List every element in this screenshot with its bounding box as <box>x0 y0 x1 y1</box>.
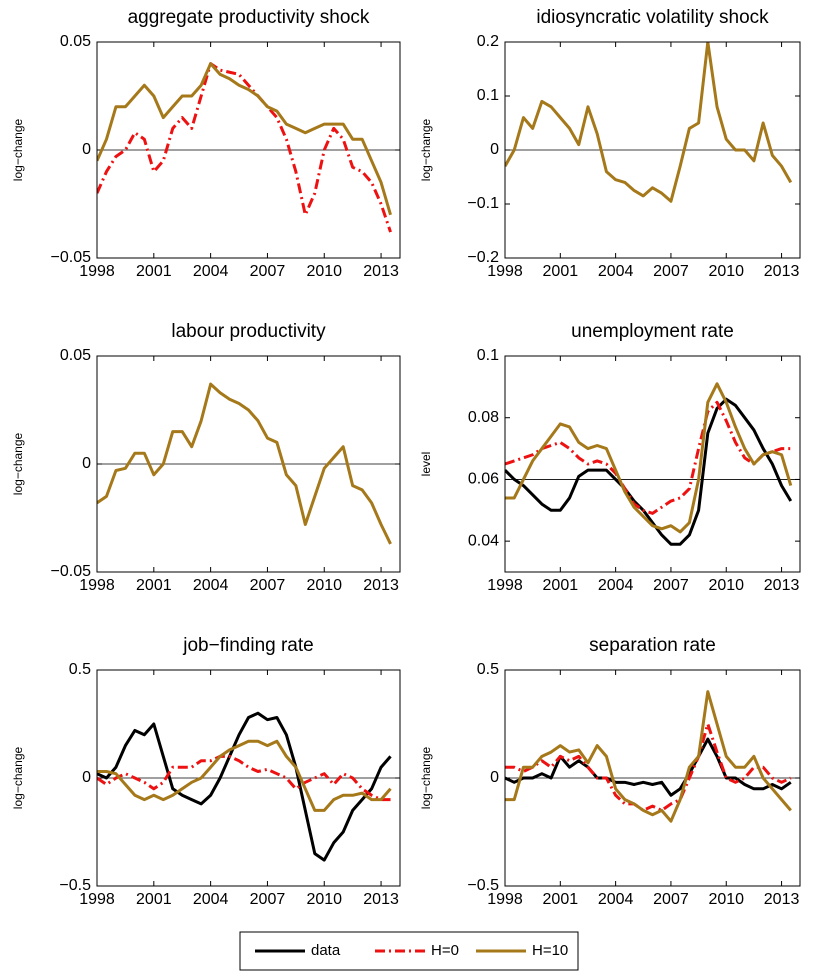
series-line <box>97 62 392 233</box>
x-tick-label: 2013 <box>363 891 399 908</box>
panel: separation rate log−change −0.5 0 0.5 1998 200… <box>419 635 801 908</box>
series-line <box>505 690 792 823</box>
y-tick-label: 0.1 <box>477 347 499 364</box>
x-tick-label: 2001 <box>136 577 172 594</box>
x-tick-label: 2013 <box>363 577 399 594</box>
panel-title: job−finding rate <box>182 635 313 656</box>
x-tick-label: 2004 <box>598 577 634 594</box>
y-tick-label: −0.5 <box>467 877 499 894</box>
series-line <box>505 737 792 797</box>
x-tick-label: 2007 <box>250 577 286 594</box>
panel: aggregate productivity shock log−change −0… <box>11 7 401 280</box>
series-line <box>505 382 793 534</box>
y-tick-label: −0.05 <box>51 563 92 580</box>
x-tick-label: 1998 <box>487 263 523 280</box>
panel-title: labour productivity <box>171 321 326 342</box>
x-tick-label: 2007 <box>653 577 689 594</box>
x-tick-label: 1998 <box>487 891 523 908</box>
series-line <box>505 400 791 515</box>
x-tick-label: 1998 <box>79 263 115 280</box>
x-tick-label: 2010 <box>708 577 744 594</box>
x-tick-label: 1998 <box>487 577 523 594</box>
y-axis-label: log−change <box>419 746 433 809</box>
y-tick-label: 0 <box>82 141 91 158</box>
x-tick-label: 2007 <box>250 891 286 908</box>
panel: job−finding rate log−change −0.5 0 0.5 1998 20… <box>11 635 401 908</box>
series-line <box>505 722 792 812</box>
series-line <box>505 42 793 203</box>
x-tick-label: 1998 <box>79 891 115 908</box>
panel-title: separation rate <box>589 635 716 656</box>
y-tick-label: 0.1 <box>477 87 499 104</box>
y-tick-label: 0.06 <box>468 471 499 488</box>
y-tick-label: 0.08 <box>468 409 499 426</box>
legend-label: H=10 <box>532 942 568 959</box>
panel: labour productivity log−change −0.05 0 0.05 1… <box>11 321 401 594</box>
x-tick-label: 2004 <box>598 891 634 908</box>
plot-frame <box>96 355 401 573</box>
x-tick-label: 2010 <box>306 891 342 908</box>
y-axis-label: log−change <box>11 118 25 181</box>
legend-label: H=0 <box>431 942 459 959</box>
panel-title: unemployment rate <box>571 321 734 342</box>
plot-frame <box>96 669 401 887</box>
x-tick-label: 2004 <box>193 263 229 280</box>
x-tick-label: 2013 <box>764 263 800 280</box>
y-tick-label: 0.5 <box>477 661 499 678</box>
x-tick-label: 2007 <box>653 263 689 280</box>
x-tick-label: 2010 <box>306 263 342 280</box>
x-tick-label: 2001 <box>136 263 172 280</box>
y-tick-label: −0.2 <box>467 249 499 266</box>
series-line <box>97 711 392 862</box>
y-tick-label: 0 <box>82 769 91 786</box>
x-tick-label: 2001 <box>136 891 172 908</box>
x-tick-label: 2013 <box>363 263 399 280</box>
x-tick-label: 2004 <box>598 263 634 280</box>
plot-frame <box>504 669 801 887</box>
x-tick-label: 2010 <box>708 891 744 908</box>
y-tick-label: 0.05 <box>60 33 91 50</box>
panel-title: aggregate productivity shock <box>128 7 370 28</box>
plot-frame <box>504 355 801 573</box>
x-tick-label: 2004 <box>193 577 229 594</box>
y-tick-label: 0.5 <box>69 661 91 678</box>
x-tick-label: 2010 <box>708 263 744 280</box>
x-tick-label: 1998 <box>79 577 115 594</box>
x-tick-label: 2007 <box>250 263 286 280</box>
panel: unemployment rate level 0.04 0.06 0.08 0.1 199… <box>419 321 801 594</box>
legend-label: data <box>311 942 341 959</box>
x-tick-label: 2007 <box>653 891 689 908</box>
y-tick-label: 0 <box>82 455 91 472</box>
y-tick-label: 0 <box>490 769 499 786</box>
plot-frame <box>96 41 401 259</box>
series-line <box>505 397 793 546</box>
x-tick-label: 2004 <box>193 891 229 908</box>
y-tick-label: 0.05 <box>60 347 91 364</box>
y-tick-label: −0.05 <box>51 249 92 266</box>
series-line <box>97 739 392 812</box>
x-tick-label: 2013 <box>764 891 800 908</box>
series-line <box>97 382 392 545</box>
y-tick-label: −0.1 <box>467 195 499 212</box>
panel-title: idiosyncratic volatility shock <box>536 7 769 28</box>
y-axis-label: log−change <box>11 746 25 809</box>
y-tick-label: 0.2 <box>477 33 499 50</box>
series-line <box>97 62 392 216</box>
panel: idiosyncratic volatility shock log−change… <box>419 7 801 280</box>
y-axis-label: log−change <box>11 432 25 495</box>
x-tick-label: 2001 <box>543 891 579 908</box>
x-tick-label: 2001 <box>543 577 579 594</box>
plot-frame <box>504 41 801 259</box>
x-tick-label: 2013 <box>764 577 800 594</box>
y-tick-label: 0.04 <box>468 532 499 549</box>
y-axis-label: log−change <box>419 118 433 181</box>
y-tick-label: 0 <box>490 141 499 158</box>
x-tick-label: 2001 <box>543 263 579 280</box>
y-tick-label: −0.5 <box>59 877 91 894</box>
y-axis-label: level <box>419 452 433 477</box>
x-tick-label: 2010 <box>306 577 342 594</box>
